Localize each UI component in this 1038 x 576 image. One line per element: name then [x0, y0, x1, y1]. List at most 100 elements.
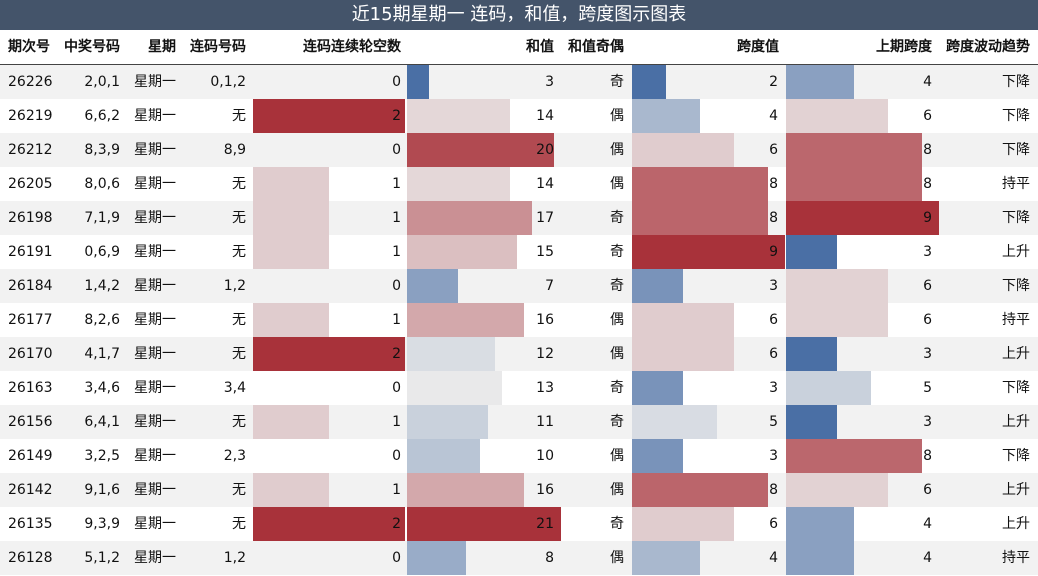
bar-prev-span: [786, 371, 871, 405]
cell-prev-span: 6: [923, 482, 932, 498]
cell-span: 6: [769, 516, 778, 532]
table-row: 26219 6,6,2 星期一 无 2 14 偶 4 6 下降: [0, 99, 1038, 133]
cell-numbers: 5,1,2: [84, 550, 120, 566]
cell-period: 26135: [8, 516, 53, 532]
bar-span: [632, 133, 734, 167]
cell-span: 2: [769, 74, 778, 90]
bar-sum: [407, 439, 480, 473]
cell-span: 4: [769, 550, 778, 566]
cell-trend: 上升: [1002, 414, 1030, 430]
cell-parity: 偶: [610, 142, 624, 158]
cell-trend: 下降: [1002, 380, 1030, 396]
cell-parity: 偶: [610, 108, 624, 124]
cell-trend: 上升: [1002, 346, 1030, 362]
bar-prev-span: [786, 235, 837, 269]
cell-sum: 14: [536, 176, 554, 192]
bar-sum: [407, 303, 524, 337]
bar-sum: [407, 99, 510, 133]
cell-weekday: 星期一: [134, 278, 176, 294]
header-consec: 连码号码: [190, 39, 246, 55]
bar-gap: [253, 201, 329, 235]
cell-consec: 无: [232, 244, 246, 260]
bar-span: [632, 235, 785, 269]
cell-weekday: 星期一: [134, 142, 176, 158]
cell-period: 26205: [8, 176, 53, 192]
cell-gap: 0: [392, 278, 401, 294]
cell-parity: 奇: [610, 278, 624, 294]
cell-period: 26163: [8, 380, 53, 396]
bar-prev-span: [786, 439, 922, 473]
cell-numbers: 6,4,1: [84, 414, 120, 430]
cell-trend: 上升: [1002, 244, 1030, 260]
cell-weekday: 星期一: [134, 380, 176, 396]
chart-title: 近15期星期一 连码，和值，跨度图示图表: [0, 0, 1038, 30]
cell-period: 26149: [8, 448, 53, 464]
cell-weekday: 星期一: [134, 346, 176, 362]
bar-sum: [407, 337, 495, 371]
header-sum: 和值: [526, 39, 554, 55]
cell-consec: 无: [232, 312, 246, 328]
bar-sum: [407, 201, 532, 235]
bar-gap: [253, 405, 329, 439]
cell-trend: 持平: [1002, 550, 1030, 566]
cell-sum: 21: [536, 516, 554, 532]
bar-prev-span: [786, 337, 837, 371]
cell-parity: 偶: [610, 176, 624, 192]
cell-gap: 1: [392, 244, 401, 260]
cell-span: 8: [769, 482, 778, 498]
cell-weekday: 星期一: [134, 176, 176, 192]
bar-span: [632, 473, 768, 507]
bar-gap: [253, 99, 405, 133]
cell-prev-span: 6: [923, 278, 932, 294]
cell-numbers: 8,0,6: [84, 176, 120, 192]
cell-numbers: 6,6,2: [84, 108, 120, 124]
cell-weekday: 星期一: [134, 210, 176, 226]
table-row: 26177 8,2,6 星期一 无 1 16 偶 6 6 持平: [0, 303, 1038, 337]
cell-span: 4: [769, 108, 778, 124]
cell-period: 26128: [8, 550, 53, 566]
cell-trend: 上升: [1002, 516, 1030, 532]
bar-gap: [253, 507, 405, 541]
bar-gap: [253, 473, 329, 507]
cell-gap: 1: [392, 482, 401, 498]
cell-gap: 1: [392, 414, 401, 430]
cell-prev-span: 9: [923, 210, 932, 226]
cell-gap: 0: [392, 448, 401, 464]
bar-sum: [407, 507, 561, 541]
table-body: 26226 2,0,1 星期一 0,1,2 0 3 奇 2 4 下降 26219 6,6,2 星期一无 2…: [0, 65, 1038, 576]
cell-numbers: 8,3,9: [84, 142, 120, 158]
table-row: 26149 3,2,5 星期一 2,3 0 10 偶 3 8 下降: [0, 439, 1038, 473]
cell-weekday: 星期一: [134, 482, 176, 498]
cell-parity: 奇: [610, 244, 624, 260]
cell-gap: 1: [392, 176, 401, 192]
table-row: 26226 2,0,1 星期一 0,1,2 0 3 奇 2 4 下降: [0, 65, 1038, 99]
bar-prev-span: [786, 473, 888, 507]
bar-span: [632, 439, 683, 473]
bar-sum: [407, 405, 488, 439]
cell-sum: 8: [545, 550, 554, 566]
table-row: 26142 9,1,6 星期一 无 1 16 偶 8 6 上升: [0, 473, 1038, 507]
cell-prev-span: 6: [923, 312, 932, 328]
bar-prev-span: [786, 99, 888, 133]
bar-prev-span: [786, 133, 922, 167]
cell-parity: 奇: [610, 380, 624, 396]
cell-period: 26198: [8, 210, 53, 226]
cell-consec: 无: [232, 176, 246, 192]
table-row: 26184 1,4,2 星期一 1,2 0 7 奇 3 6 下降: [0, 269, 1038, 303]
header-prev-span: 上期跨度: [876, 39, 932, 55]
cell-numbers: 8,2,6: [84, 312, 120, 328]
table-header: 期次号 中奖号码 星期 连码号码 连码连续轮空数 和值 和值奇偶 跨度值 上期跨…: [0, 30, 1038, 65]
cell-parity: 偶: [610, 346, 624, 362]
cell-numbers: 4,1,7: [84, 346, 120, 362]
cell-span: 5: [769, 414, 778, 430]
header-numbers: 中奖号码: [64, 39, 120, 55]
cell-span: 6: [769, 346, 778, 362]
cell-period: 26177: [8, 312, 53, 328]
cell-weekday: 星期一: [134, 448, 176, 464]
cell-prev-span: 3: [923, 244, 932, 260]
cell-parity: 偶: [610, 312, 624, 328]
cell-gap: 2: [392, 346, 401, 362]
cell-sum: 15: [536, 244, 554, 260]
cell-sum: 20: [536, 142, 554, 158]
cell-period: 26212: [8, 142, 53, 158]
